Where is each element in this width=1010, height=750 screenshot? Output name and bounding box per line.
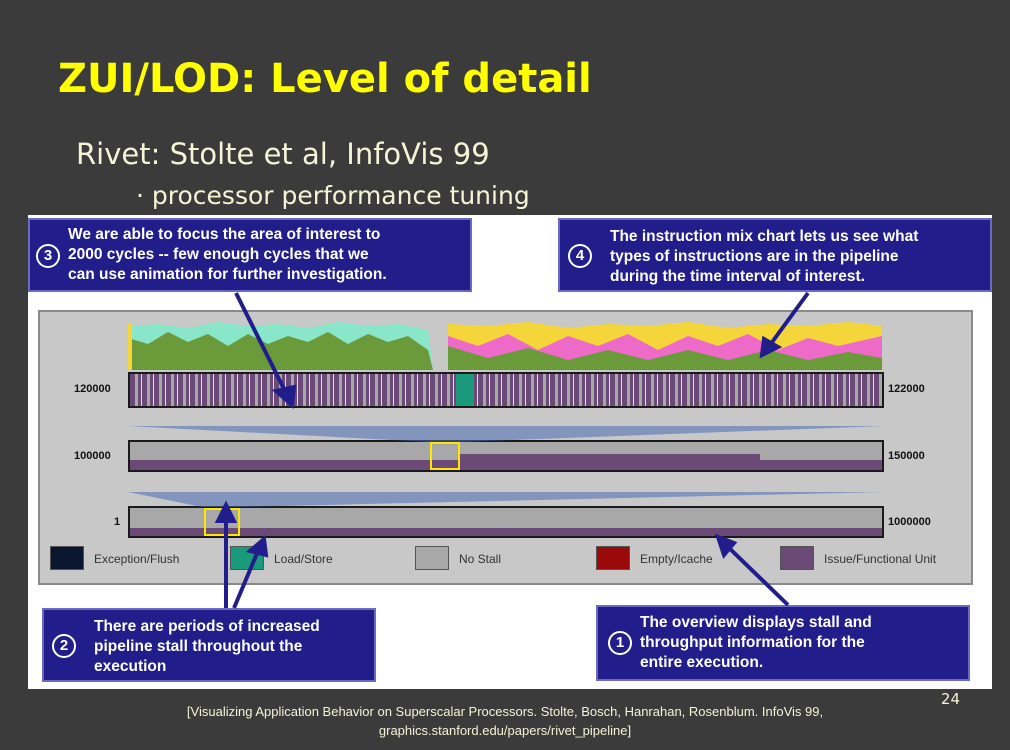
pipeline-visualization: 120000 122000 100000 150000 1 1000000 Ex… [38,310,973,585]
row3-issue-band [130,528,882,536]
callout-1-text: The overview displays stall and throughp… [640,613,872,673]
callout-1-line: The overview displays stall and [640,614,872,631]
citation-line: graphics.stanford.edu/papers/rivet_pipel… [378,723,632,738]
row2-end-label: 150000 [888,450,925,462]
row2-focus-highlight [430,442,460,470]
page-number: 24 [940,690,960,708]
callout-3-line: can use animation for further investigat… [68,266,387,283]
legend-swatch-exception-flush [50,546,84,570]
row1-loadstore-region [456,374,474,406]
callout-1-line: throughput information for the [640,634,865,651]
legend-label-issue-functional-unit: Issue/Functional Unit [824,552,937,566]
row2-start-label: 100000 [74,450,111,462]
legend-label-exception-flush: Exception/Flush [94,552,180,566]
callout-2-line: pipeline stall throughout the [94,638,303,655]
legend-label-no-stall: No Stall [459,552,502,566]
callout-4-line: The instruction mix chart lets us see wh… [610,228,919,245]
callout-3-number: 3 [36,244,60,268]
callout-3-line: 2000 cycles -- few enough cycles that we [68,246,369,263]
citation-line: [Visualizing Application Behavior on Sup… [186,704,824,719]
instruction-mix-chart [128,316,882,370]
slide-title: ZUI/LOD: Level of detail [58,56,592,102]
callout-2-line: There are periods of increased [94,618,320,635]
row3-focus-highlight [204,508,240,536]
callout-1: 1 The overview displays stall and throug… [596,605,970,681]
callout-3: 3 We are able to focus the area of inter… [28,218,472,292]
rivet-figure: 3 We are able to focus the area of inter… [28,215,992,689]
row1-start-label: 120000 [74,383,111,395]
callout-4: 4 The instruction mix chart lets us see … [558,218,992,292]
slide-subtitle: Rivet: Stolte et al, InfoVis 99 [76,137,490,171]
legend-swatch-no-stall [415,546,449,570]
row3-strip [128,506,884,538]
row2-issue-band [460,454,760,470]
callout-4-line: during the time interval of interest. [610,268,865,285]
callout-3-line: We are able to focus the area of interes… [68,226,381,243]
citation: [Visualizing Application Behavior on Sup… [0,702,1010,740]
legend-label-empty-icache: Empty/Icache [640,552,713,566]
legend-swatch-empty-icache [596,546,630,570]
legend-label-load-store: Load/Store [274,552,333,566]
callout-2-line: execution [94,658,167,675]
row1-end-label: 122000 [888,383,925,395]
callout-2: 2 There are periods of increased pipelin… [42,608,376,682]
callout-3-text: We are able to focus the area of interes… [68,225,387,285]
legend-swatch-issue-functional-unit [780,546,814,570]
callout-2-number: 2 [52,634,76,658]
row3-end-label: 1000000 [888,516,931,528]
callout-2-text: There are periods of increased pipeline … [94,617,320,677]
callout-4-line: types of instructions are in the pipelin… [610,248,899,265]
callout-1-line: entire execution. [640,654,764,671]
callout-4-number: 4 [568,244,592,268]
legend-swatch-load-store [230,546,264,570]
row1-strip [128,372,884,408]
row2-strip [128,440,884,472]
callout-1-number: 1 [608,631,632,655]
callout-4-text: The instruction mix chart lets us see wh… [610,227,918,287]
bullet-point: · processor performance tuning [136,181,530,210]
row3-start-label: 1 [114,516,121,528]
